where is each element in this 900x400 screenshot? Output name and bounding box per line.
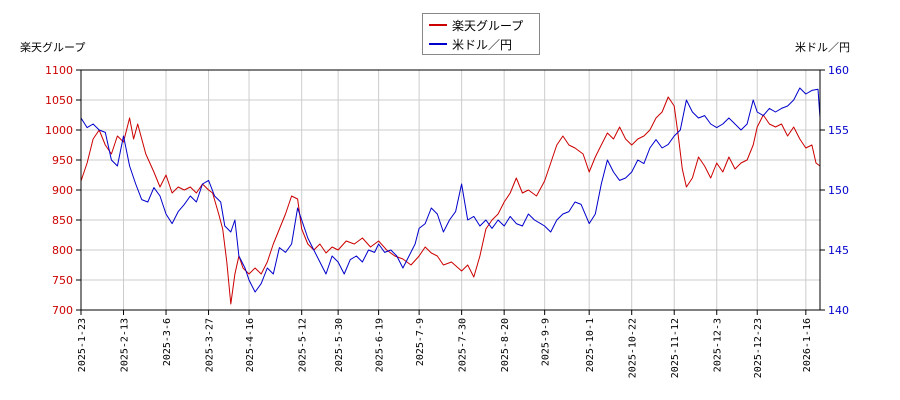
y-left-tick-label: 1000 bbox=[45, 124, 73, 137]
y-left-tick-label: 850 bbox=[52, 214, 73, 227]
x-tick-label: 2025-11-12 bbox=[670, 318, 681, 378]
x-tick-label: 2025-3-27 bbox=[205, 318, 216, 372]
y-right-tick-label: 140 bbox=[828, 304, 849, 317]
chart-series-layer bbox=[80, 87, 821, 305]
y-left-tick-label: 1050 bbox=[45, 94, 73, 107]
y-left-tick-label: 950 bbox=[52, 154, 73, 167]
x-tick-label: 2026-1-16 bbox=[802, 318, 813, 372]
x-tick-label: 2025-4-16 bbox=[245, 318, 256, 372]
y-right-tick-label: 150 bbox=[828, 184, 849, 197]
legend-swatch-rakuten bbox=[429, 24, 447, 26]
y-right-tick-label: 160 bbox=[828, 64, 849, 77]
x-tick-label: 2025-8-20 bbox=[500, 318, 511, 372]
x-tick-label: 2025-5-30 bbox=[334, 318, 345, 372]
series-line-usdjpy bbox=[80, 87, 821, 293]
x-tick-label: 2025-7-9 bbox=[415, 318, 426, 366]
legend-label-rakuten: 楽天グループ bbox=[452, 19, 524, 33]
x-tick-label: 2025-10-1 bbox=[585, 318, 596, 372]
series-line-rakuten bbox=[80, 96, 821, 305]
y-left-tick-label: 700 bbox=[52, 304, 73, 317]
y-axis-left-title: 楽天グループ bbox=[20, 41, 86, 54]
x-tick-label: 2025-12-3 bbox=[713, 318, 724, 372]
chart-axes: 700 750 800 850 900 950 1000 1050 1100 140 145 150 1… bbox=[45, 64, 849, 378]
y-left-tick-label: 1100 bbox=[45, 64, 73, 77]
x-tick-label: 2025-10-22 bbox=[628, 318, 639, 378]
x-tick-label: 2025-3-6 bbox=[162, 318, 173, 366]
y-left-tick-label: 750 bbox=[52, 274, 73, 287]
y-axis-right-title: 米ドル／円 bbox=[795, 41, 850, 54]
x-tick-label: 2025-7-30 bbox=[458, 318, 469, 372]
chart-legend: 楽天グループ 米ドル／円 bbox=[422, 13, 540, 55]
legend-swatch-usdjpy bbox=[429, 43, 447, 45]
x-tick-label: 2025-1-23 bbox=[77, 318, 88, 372]
chart-grid bbox=[80, 69, 820, 311]
y-right-tick-label: 145 bbox=[828, 244, 849, 257]
plot-frame bbox=[80, 69, 821, 311]
y-left-tick-label: 900 bbox=[52, 184, 73, 197]
y-right-tick-label: 155 bbox=[828, 124, 849, 137]
x-tick-label: 2025-9-9 bbox=[541, 318, 552, 366]
x-tick-label: 2025-5-12 bbox=[298, 318, 309, 372]
x-tick-label: 2025-6-19 bbox=[375, 318, 386, 372]
x-tick-label: 2025-12-23 bbox=[753, 318, 764, 378]
x-tick-label: 2025-2-13 bbox=[120, 318, 131, 372]
legend-label-usdjpy: 米ドル／円 bbox=[452, 38, 513, 52]
y-left-tick-label: 800 bbox=[52, 244, 73, 257]
